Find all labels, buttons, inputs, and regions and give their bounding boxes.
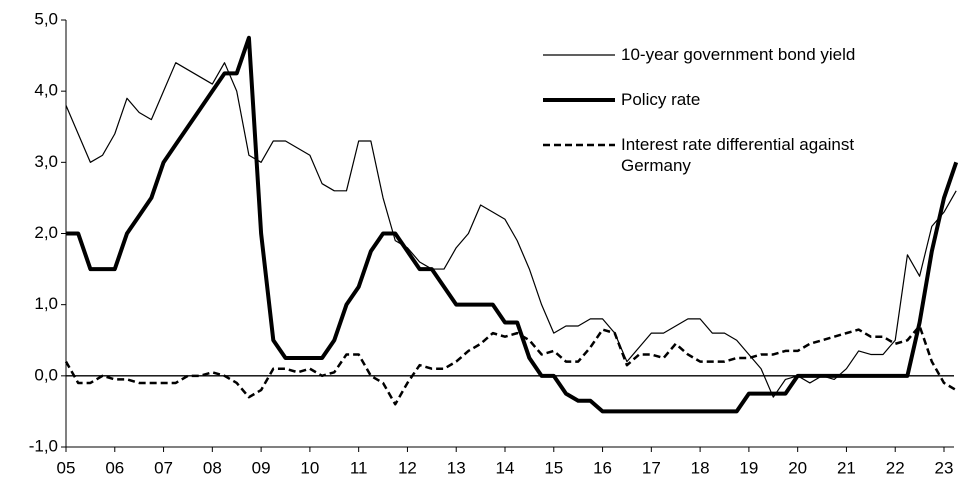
series-line [64, 324, 957, 406]
y-tick-label: 5,0 [34, 9, 58, 28]
y-tick-label: 2,0 [34, 223, 58, 242]
x-tick-label: 08 [203, 458, 222, 477]
x-tick-label: 14 [496, 458, 515, 477]
x-tick-label: 16 [593, 458, 612, 477]
x-tick-label: 11 [350, 458, 368, 477]
x-tick-label: 12 [398, 458, 417, 477]
y-tick-label: 0,0 [34, 365, 58, 384]
series-line [66, 35, 959, 414]
x-tick-label: 20 [788, 458, 807, 477]
x-tick-label: 05 [57, 458, 76, 477]
legend-label: 10-year government bond yield [621, 45, 856, 64]
x-tick-label: 09 [252, 458, 271, 477]
x-tick-label: 13 [447, 458, 466, 477]
y-tick-label: -1,0 [29, 436, 58, 455]
x-tick-label: 23 [935, 458, 954, 477]
series-line [65, 62, 957, 398]
x-tick-label: 15 [544, 458, 563, 477]
x-tick-label: 19 [739, 458, 758, 477]
x-tick-label: 10 [300, 458, 319, 477]
legend-label: Interest rate differential against Germa… [621, 135, 855, 175]
x-tick-label: 07 [154, 458, 173, 477]
x-tick-label: 06 [105, 458, 124, 477]
legend-label: Policy rate [621, 90, 701, 109]
x-tick-label: 17 [642, 458, 661, 477]
y-tick-label: 4,0 [34, 81, 58, 100]
x-tick-label: 22 [886, 458, 905, 477]
y-tick-label: 1,0 [34, 294, 58, 313]
x-tick-label: 18 [691, 458, 710, 477]
x-tick-label: 21 [837, 458, 856, 477]
y-tick-label: 3,0 [34, 152, 58, 171]
